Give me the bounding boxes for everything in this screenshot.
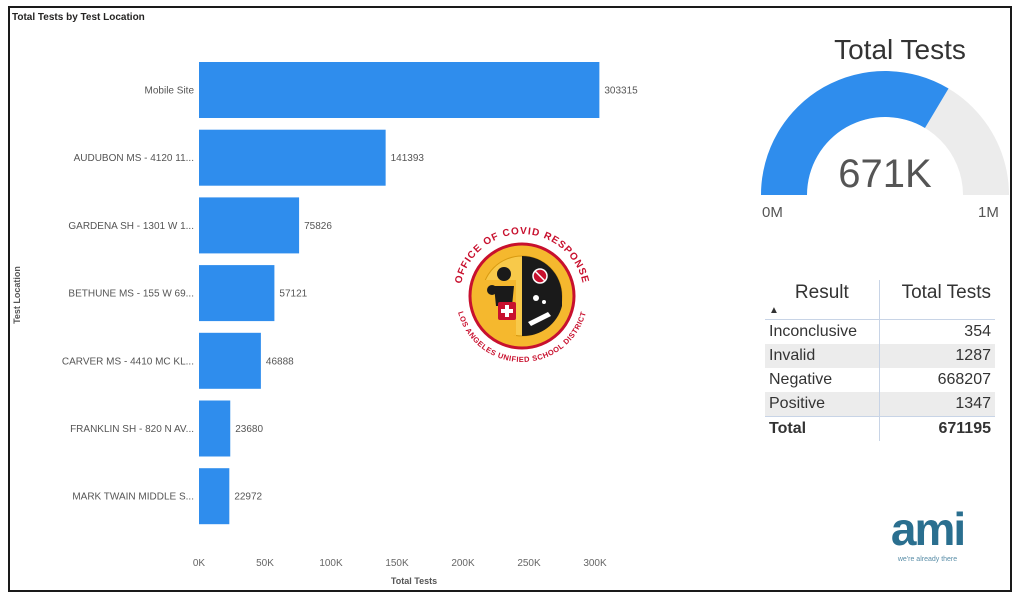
table-row: Inconclusive 354 bbox=[765, 319, 995, 344]
x-tick-label-0: 0K bbox=[193, 558, 206, 569]
x-tick-label-4: 200K bbox=[451, 558, 475, 569]
row-result: Inconclusive bbox=[765, 319, 880, 344]
gauge-title: Total Tests bbox=[834, 34, 966, 65]
x-axis-title: Total Tests bbox=[391, 576, 437, 586]
category-label-3: BETHUNE MS - 155 W 69... bbox=[68, 289, 194, 300]
column-header-total-tests[interactable]: Total Tests bbox=[879, 280, 995, 320]
bar-0[interactable] bbox=[199, 62, 600, 118]
table-row: Invalid 1287 bbox=[765, 344, 995, 368]
table-total-row: Total 671195 bbox=[765, 416, 995, 441]
x-tick-label-2: 100K bbox=[319, 558, 343, 569]
row-total-tests: 668207 bbox=[937, 371, 991, 388]
data-label-1: 141393 bbox=[391, 153, 425, 164]
bar-3[interactable] bbox=[199, 265, 275, 322]
row-total-tests: 1287 bbox=[879, 344, 995, 368]
table-row: Positive 1347 bbox=[765, 392, 995, 417]
row-result: Negative bbox=[765, 368, 880, 392]
gauge-max-label: 1M bbox=[978, 204, 999, 221]
bar-4[interactable] bbox=[199, 332, 261, 389]
total-row-value: 671195 bbox=[879, 416, 995, 441]
bar-chart: Mobile Site 303315 AUDUBON MS - 4120 11...… bbox=[12, 62, 638, 586]
data-label-6: 22972 bbox=[234, 492, 262, 503]
total-tests-gauge bbox=[761, 71, 1009, 195]
gauge-value: 671K bbox=[838, 152, 932, 196]
total-row-label: Total bbox=[765, 416, 880, 441]
row-result: Positive bbox=[765, 392, 880, 417]
data-label-5: 23680 bbox=[235, 424, 263, 435]
category-label-6: MARK TWAIN MIDDLE S... bbox=[72, 492, 194, 503]
category-label-0: Mobile Site bbox=[145, 86, 195, 97]
y-axis-title: Test Location bbox=[12, 266, 22, 324]
table-row: Negative 668207 bbox=[765, 368, 995, 392]
row-total-tests: 1347 bbox=[879, 392, 995, 417]
data-label-3: 57121 bbox=[279, 289, 307, 300]
sort-ascending-icon[interactable]: ▲ bbox=[769, 305, 779, 316]
gauge-min-label: 0M bbox=[762, 204, 783, 221]
gauge-fill bbox=[761, 71, 949, 195]
bar-5[interactable] bbox=[199, 400, 231, 457]
data-label-0: 303315 bbox=[604, 86, 638, 97]
x-tick-label-6: 300K bbox=[583, 558, 607, 569]
bar-6[interactable] bbox=[199, 468, 230, 525]
category-label-5: FRANKLIN SH - 820 N AV... bbox=[70, 424, 194, 435]
data-label-2: 75826 bbox=[304, 221, 332, 232]
ami-logo: ami bbox=[890, 503, 966, 555]
covid-response-seal-icon: OFFICE OF COVID RESPONSE LOS ANGELES UNI… bbox=[446, 220, 598, 372]
x-tick-label-3: 150K bbox=[385, 558, 409, 569]
column-header-result[interactable]: Result ▲ bbox=[765, 280, 880, 320]
table-header-row: Result ▲ Total Tests bbox=[765, 280, 995, 320]
row-total-tests: 354 bbox=[964, 323, 991, 340]
results-table: Result ▲ Total Tests Inconclusive 354 In… bbox=[765, 280, 995, 441]
x-tick-label-1: 50K bbox=[256, 558, 274, 569]
bar-2[interactable] bbox=[199, 197, 300, 254]
data-label-4: 46888 bbox=[266, 356, 294, 367]
chart-title: Total Tests by Test Location bbox=[12, 12, 145, 23]
bar-1[interactable] bbox=[199, 129, 386, 186]
row-result: Invalid bbox=[765, 344, 880, 368]
column-header-result-label: Result bbox=[794, 282, 849, 303]
category-label-1: AUDUBON MS - 4120 11... bbox=[74, 153, 194, 164]
category-label-4: CARVER MS - 4410 MC KL... bbox=[62, 356, 194, 367]
ami-logo-tagline: we're already there bbox=[897, 556, 958, 563]
category-label-2: GARDENA SH - 1301 W 1... bbox=[68, 221, 194, 232]
x-tick-label-5: 250K bbox=[517, 558, 541, 569]
